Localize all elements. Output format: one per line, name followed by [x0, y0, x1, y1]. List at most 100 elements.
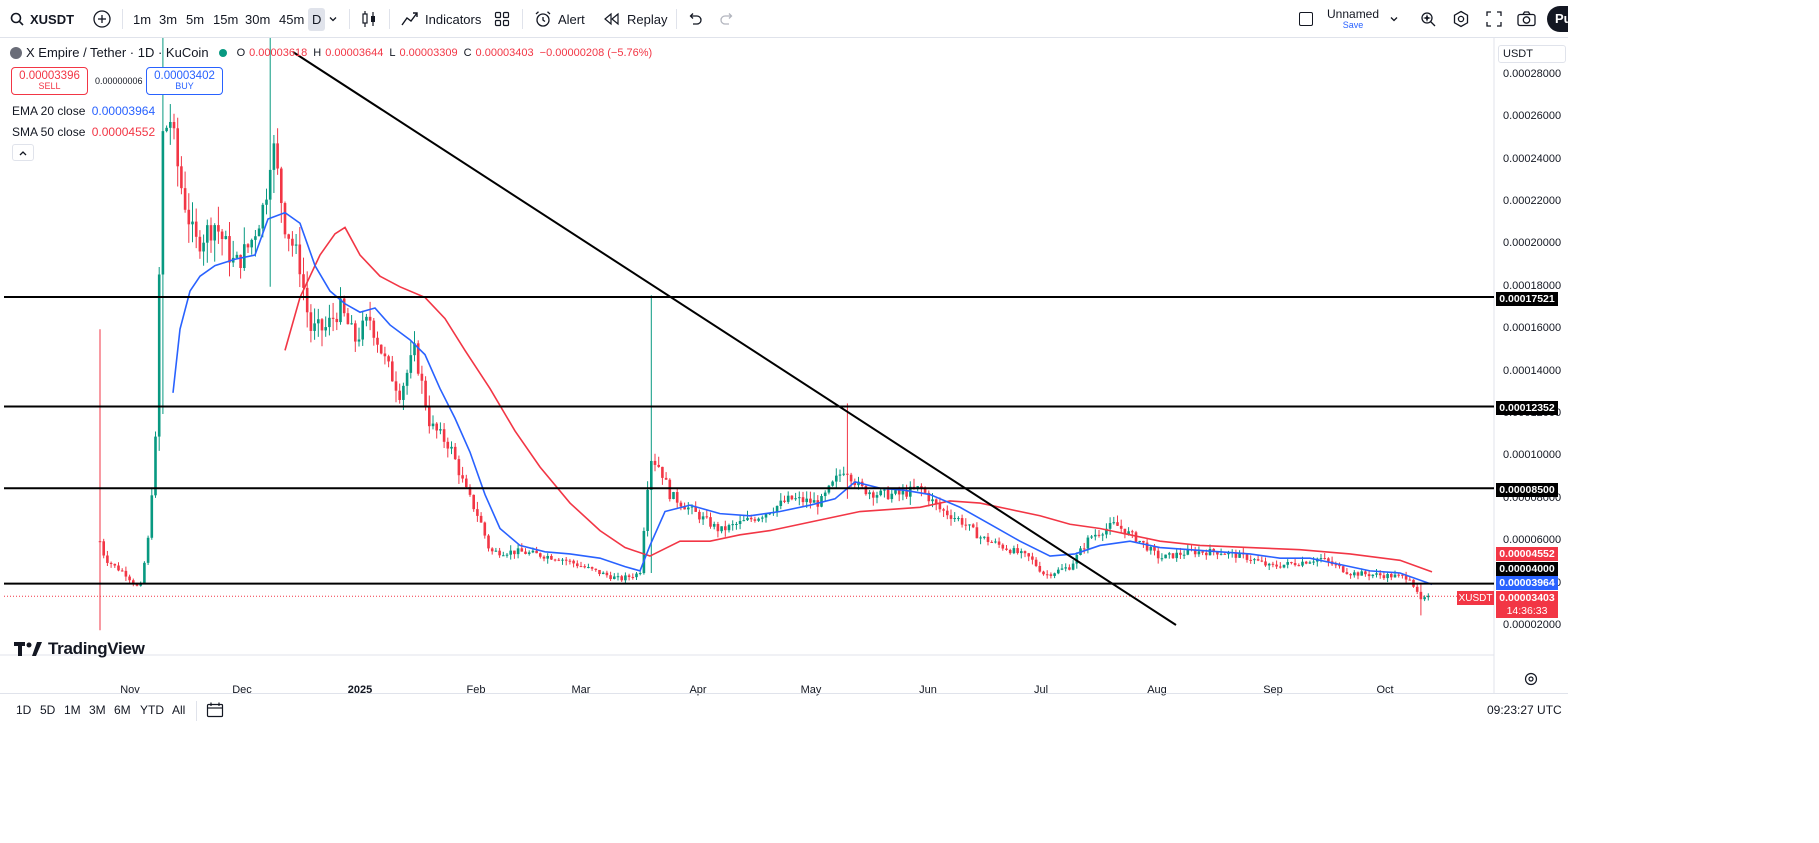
candle-body: [968, 524, 971, 526]
candle-body: [642, 530, 646, 574]
candle-body: [228, 236, 231, 263]
utc-clock[interactable]: 09:23:27 UTC: [1487, 703, 1562, 717]
candle-body: [1419, 591, 1423, 600]
symbol-price-tag: XUSDT: [1457, 591, 1494, 605]
candle-body: [761, 517, 764, 519]
candle-body: [1020, 551, 1023, 554]
interval-1m[interactable]: 1m: [133, 11, 152, 27]
candle-body: [446, 441, 450, 449]
indicators-button[interactable]: Indicators: [401, 0, 481, 38]
layout-name-button[interactable]: Unnamed Save: [1327, 6, 1380, 30]
interval-3m[interactable]: 3m: [159, 11, 178, 27]
candle-body: [1064, 567, 1067, 569]
gear-icon: [1524, 672, 1538, 686]
range-5d[interactable]: 5D: [40, 703, 56, 717]
buy-button[interactable]: 0.00003402 BUY: [146, 67, 223, 95]
compare-symbol-button[interactable]: [92, 0, 112, 38]
settings-button[interactable]: [1452, 0, 1470, 38]
chart-pane[interactable]: X Empire / Tether · 1D · KuCoin O 0.00003…: [0, 38, 1568, 696]
candle-body: [1142, 540, 1145, 543]
candle-body: [742, 520, 746, 522]
range-1m[interactable]: 1M: [64, 703, 81, 717]
range-6m[interactable]: 6M: [114, 703, 131, 717]
layout-checkbox[interactable]: [1299, 0, 1313, 38]
candle-body: [309, 312, 313, 331]
price-tick-label: 0.00014000: [1503, 364, 1562, 377]
candle-body: [712, 523, 716, 527]
grid-icon: [494, 11, 510, 27]
candle-body: [927, 492, 931, 502]
candle-body: [798, 497, 801, 499]
interval-45m[interactable]: 45m: [279, 11, 305, 27]
price-tick-label: 0.00028000: [1503, 67, 1562, 80]
replay-button[interactable]: Replay: [603, 0, 667, 38]
candle-body: [102, 541, 105, 556]
redo-button[interactable]: [719, 0, 735, 38]
candle-body: [1205, 552, 1208, 556]
quick-search-button[interactable]: [1419, 0, 1437, 38]
interval-dropdown[interactable]: [328, 0, 338, 38]
goto-date-button[interactable]: [206, 694, 224, 726]
candle-body: [1016, 548, 1019, 554]
trend-line[interactable]: [292, 51, 1177, 626]
candle-body: [1112, 522, 1116, 524]
chart-settings-button[interactable]: [1524, 672, 1538, 689]
interval-15m[interactable]: 15m: [213, 11, 239, 27]
candle-body: [1327, 558, 1330, 562]
candle-body: [1275, 564, 1278, 567]
candle-body: [165, 127, 168, 132]
candle-body: [298, 244, 302, 275]
candle-body: [372, 320, 376, 338]
currency-selector[interactable]: USDT: [1498, 45, 1566, 63]
candle-body: [535, 550, 538, 554]
candle-body: [687, 507, 690, 510]
candle-body: [1127, 531, 1130, 535]
candle-body: [753, 519, 757, 521]
candle-body: [146, 537, 150, 563]
candle-body: [883, 489, 886, 491]
sell-button[interactable]: 0.00003396 SELL: [11, 67, 88, 95]
candle-body: [805, 498, 808, 503]
sma-legend[interactable]: SMA 50 close 0.00004552: [12, 125, 156, 139]
templates-button[interactable]: [494, 0, 510, 38]
candle-body: [1297, 565, 1301, 567]
range-3m[interactable]: 3M: [89, 703, 106, 717]
chart-type-button[interactable]: [361, 0, 377, 38]
candle-body: [579, 566, 583, 568]
symbol-search[interactable]: XUSDT: [10, 0, 74, 38]
snapshot-button[interactable]: [1517, 0, 1536, 38]
alarm-clock-icon: [534, 10, 552, 28]
range-1d[interactable]: 1D: [16, 703, 32, 717]
publish-button[interactable]: Pu: [1547, 0, 1568, 38]
candle-body: [646, 489, 649, 531]
undo-button[interactable]: [687, 0, 703, 38]
candle-body: [509, 550, 512, 555]
layout-dropdown[interactable]: [1389, 0, 1399, 38]
collapse-legend-button[interactable]: [12, 144, 34, 161]
ohlc-change: −0.00000208 (−5.76%): [539, 46, 653, 59]
candle-body: [1378, 573, 1382, 576]
candle-body: [923, 488, 927, 493]
candle-body: [657, 464, 660, 467]
candle-body: [587, 567, 590, 569]
candle-body: [261, 204, 265, 229]
interval-30m[interactable]: 30m: [245, 11, 271, 27]
candle-body: [1212, 548, 1215, 553]
tradingview-logo[interactable]: TradingView: [14, 639, 145, 659]
ema-legend[interactable]: EMA 20 close 0.00003964: [12, 104, 156, 118]
interval-5m[interactable]: 5m: [186, 11, 205, 27]
range-all[interactable]: All: [172, 703, 186, 717]
sma-price-tag: 0.00004552: [1496, 547, 1558, 561]
alert-button[interactable]: Alert: [534, 0, 585, 38]
range-ytd[interactable]: YTD: [140, 703, 164, 717]
price-chart[interactable]: [0, 38, 1568, 693]
candle-body: [1304, 561, 1308, 564]
candle-body: [439, 429, 442, 431]
candle-body: [287, 234, 290, 239]
interval-d[interactable]: D: [308, 0, 326, 38]
candle-body: [1094, 534, 1097, 537]
candle-body: [1023, 551, 1027, 554]
fullscreen-button[interactable]: [1486, 0, 1502, 38]
candle-body: [365, 316, 368, 321]
candle-body: [1397, 574, 1400, 576]
